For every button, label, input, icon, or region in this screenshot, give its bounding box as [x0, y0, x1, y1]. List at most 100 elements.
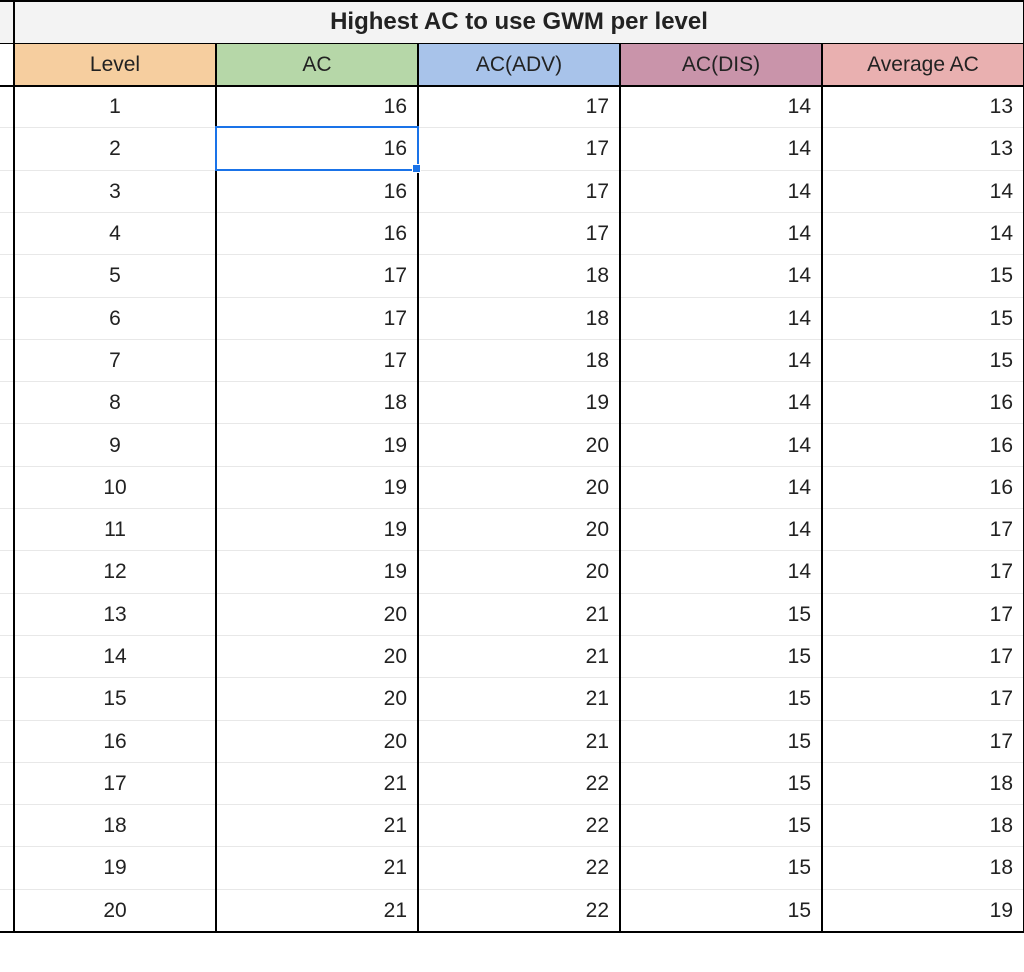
- cell-value[interactable]: 13: [822, 128, 1024, 170]
- cell-value[interactable]: 15: [822, 339, 1024, 381]
- cell-value[interactable]: 15: [620, 805, 822, 847]
- cell-value[interactable]: 15: [620, 678, 822, 720]
- cell-value[interactable]: 17: [418, 212, 620, 254]
- cell-value[interactable]: 14: [620, 509, 822, 551]
- cell-level[interactable]: 14: [14, 635, 216, 677]
- cell-value[interactable]: 15: [620, 889, 822, 931]
- cell-value[interactable]: 21: [418, 678, 620, 720]
- cell-value[interactable]: 17: [822, 551, 1024, 593]
- cell-value[interactable]: 16: [216, 86, 418, 128]
- cell-value[interactable]: 15: [620, 762, 822, 804]
- cell-value[interactable]: 16: [216, 212, 418, 254]
- cell-value[interactable]: 15: [822, 297, 1024, 339]
- cell-level[interactable]: 5: [14, 255, 216, 297]
- cell-level[interactable]: 2: [14, 128, 216, 170]
- cell-value[interactable]: 17: [822, 509, 1024, 551]
- col-header-ac-dis[interactable]: AC(DIS): [620, 43, 822, 85]
- cell-value[interactable]: 14: [620, 424, 822, 466]
- cell-value[interactable]: 16: [216, 128, 418, 170]
- cell-level[interactable]: 15: [14, 678, 216, 720]
- cell-level[interactable]: 10: [14, 466, 216, 508]
- cell-level[interactable]: 4: [14, 212, 216, 254]
- cell-level[interactable]: 8: [14, 382, 216, 424]
- cell-value[interactable]: 14: [620, 297, 822, 339]
- cell-value[interactable]: 14: [620, 551, 822, 593]
- cell-value[interactable]: 18: [418, 297, 620, 339]
- cell-level[interactable]: 6: [14, 297, 216, 339]
- cell-level[interactable]: 12: [14, 551, 216, 593]
- cell-value[interactable]: 15: [620, 635, 822, 677]
- cell-value[interactable]: 14: [822, 212, 1024, 254]
- cell-value[interactable]: 17: [822, 593, 1024, 635]
- cell-value[interactable]: 19: [216, 466, 418, 508]
- cell-value[interactable]: 17: [418, 128, 620, 170]
- cell-level[interactable]: 9: [14, 424, 216, 466]
- cell-value[interactable]: 22: [418, 847, 620, 889]
- cell-value[interactable]: 14: [620, 170, 822, 212]
- cell-value[interactable]: 19: [216, 551, 418, 593]
- cell-value[interactable]: 16: [216, 170, 418, 212]
- cell-level[interactable]: 18: [14, 805, 216, 847]
- cell-value[interactable]: 20: [418, 466, 620, 508]
- col-header-average-ac[interactable]: Average AC: [822, 43, 1024, 85]
- cell-value[interactable]: 17: [216, 297, 418, 339]
- cell-value[interactable]: 15: [620, 593, 822, 635]
- cell-value[interactable]: 17: [216, 339, 418, 381]
- cell-value[interactable]: 20: [216, 720, 418, 762]
- cell-value[interactable]: 14: [620, 382, 822, 424]
- cell-value[interactable]: 21: [418, 593, 620, 635]
- cell-value[interactable]: 17: [418, 86, 620, 128]
- cell-value[interactable]: 14: [620, 339, 822, 381]
- cell-value[interactable]: 15: [620, 847, 822, 889]
- cell-value[interactable]: 14: [620, 212, 822, 254]
- cell-value[interactable]: 21: [216, 889, 418, 931]
- cell-value[interactable]: 21: [216, 762, 418, 804]
- cell-value[interactable]: 17: [418, 170, 620, 212]
- cell-level[interactable]: 1: [14, 86, 216, 128]
- cell-level[interactable]: 13: [14, 593, 216, 635]
- cell-value[interactable]: 18: [216, 382, 418, 424]
- cell-value[interactable]: 15: [822, 255, 1024, 297]
- cell-value[interactable]: 17: [822, 720, 1024, 762]
- cell-value[interactable]: 14: [620, 128, 822, 170]
- cell-value[interactable]: 21: [418, 720, 620, 762]
- cell-value[interactable]: 22: [418, 805, 620, 847]
- cell-value[interactable]: 14: [620, 86, 822, 128]
- cell-value[interactable]: 20: [216, 635, 418, 677]
- cell-value[interactable]: 17: [822, 635, 1024, 677]
- cell-level[interactable]: 19: [14, 847, 216, 889]
- cell-value[interactable]: 16: [822, 382, 1024, 424]
- cell-value[interactable]: 20: [418, 509, 620, 551]
- cell-value[interactable]: 21: [216, 805, 418, 847]
- cell-value[interactable]: 18: [822, 762, 1024, 804]
- cell-level[interactable]: 20: [14, 889, 216, 931]
- cell-value[interactable]: 14: [822, 170, 1024, 212]
- cell-value[interactable]: 20: [216, 678, 418, 720]
- col-header-level[interactable]: Level: [14, 43, 216, 85]
- cell-value[interactable]: 18: [418, 339, 620, 381]
- cell-value[interactable]: 20: [418, 424, 620, 466]
- cell-value[interactable]: 15: [620, 720, 822, 762]
- gwm-ac-table[interactable]: Highest AC to use GWM per level Level AC…: [0, 0, 1024, 933]
- cell-level[interactable]: 3: [14, 170, 216, 212]
- col-header-ac-adv[interactable]: AC(ADV): [418, 43, 620, 85]
- cell-value[interactable]: 19: [822, 889, 1024, 931]
- cell-value[interactable]: 21: [418, 635, 620, 677]
- cell-value[interactable]: 17: [822, 678, 1024, 720]
- cell-level[interactable]: 16: [14, 720, 216, 762]
- cell-value[interactable]: 17: [216, 255, 418, 297]
- cell-value[interactable]: 20: [418, 551, 620, 593]
- cell-level[interactable]: 11: [14, 509, 216, 551]
- cell-value[interactable]: 14: [620, 466, 822, 508]
- cell-value[interactable]: 18: [418, 255, 620, 297]
- cell-value[interactable]: 18: [822, 847, 1024, 889]
- cell-value[interactable]: 13: [822, 86, 1024, 128]
- cell-value[interactable]: 18: [822, 805, 1024, 847]
- cell-value[interactable]: 19: [418, 382, 620, 424]
- cell-value[interactable]: 16: [822, 466, 1024, 508]
- cell-value[interactable]: 22: [418, 889, 620, 931]
- cell-value[interactable]: 19: [216, 509, 418, 551]
- cell-value[interactable]: 22: [418, 762, 620, 804]
- cell-value[interactable]: 16: [822, 424, 1024, 466]
- cell-value[interactable]: 21: [216, 847, 418, 889]
